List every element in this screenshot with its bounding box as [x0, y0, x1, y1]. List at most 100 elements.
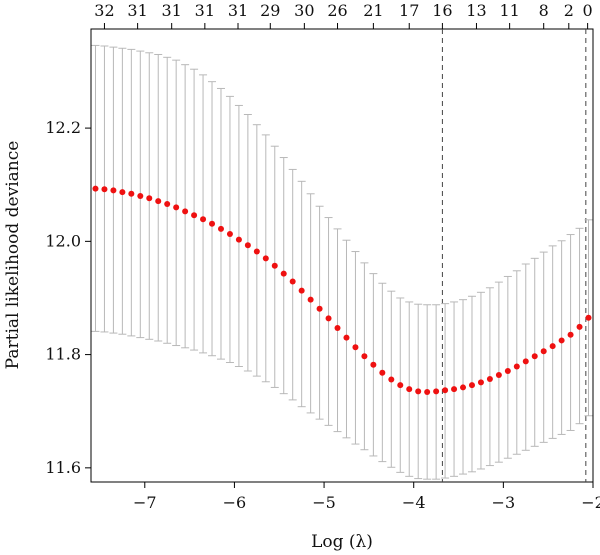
data-point-33 [388, 376, 395, 383]
data-point-42 [468, 382, 475, 389]
x-axis-title: Log (λ) [311, 532, 373, 552]
data-point-29 [352, 344, 359, 351]
top-tick-label-10: 16 [432, 1, 452, 20]
error-bar-46 [503, 275, 512, 459]
top-tick-label-8: 21 [363, 1, 383, 20]
data-point-44 [486, 375, 493, 382]
data-point-26 [325, 315, 332, 322]
top-tick-label-15: 0 [583, 1, 593, 20]
error-bars [91, 44, 593, 480]
data-point-43 [477, 379, 484, 386]
error-bar-14 [216, 87, 225, 360]
data-point-16 [235, 236, 242, 243]
data-point-54 [576, 323, 583, 330]
data-point-51 [549, 343, 556, 350]
error-bar-51 [548, 245, 557, 439]
y-axis-title: Partial likelihood deviance [3, 141, 23, 370]
data-point-34 [397, 382, 404, 389]
data-point-30 [361, 353, 368, 360]
data-point-40 [451, 386, 458, 393]
data-point-23 [298, 287, 305, 294]
data-point-4 [128, 190, 135, 197]
data-point-15 [226, 230, 233, 237]
top-tick-label-6: 30 [294, 1, 314, 20]
data-point-13 [209, 220, 216, 227]
top-tick-label-9: 17 [399, 1, 419, 20]
data-point-20 [271, 262, 278, 269]
data-point-3 [119, 189, 126, 196]
top-tick-label-13: 8 [539, 1, 549, 20]
error-bar-10 [181, 64, 190, 349]
error-bar-25 [315, 205, 324, 420]
x-tick-label-0: −7 [133, 493, 157, 512]
top-tick-label-11: 13 [466, 1, 486, 20]
data-point-45 [495, 371, 502, 378]
top-tick-label-0: 32 [94, 1, 114, 20]
top-tick-label-12: 11 [499, 1, 519, 20]
data-point-47 [513, 363, 520, 370]
data-point-55 [585, 314, 592, 321]
data-point-31 [370, 361, 377, 368]
data-point-8 [164, 200, 171, 207]
error-bar-11 [190, 68, 199, 351]
top-tick-label-1: 31 [127, 1, 147, 20]
data-point-17 [244, 242, 251, 249]
y-tick-label-2: 12.0 [45, 231, 81, 250]
y-tick-label-3: 12.2 [45, 118, 81, 137]
data-point-6 [146, 195, 153, 202]
error-bar-50 [539, 251, 548, 443]
data-point-53 [567, 331, 574, 338]
data-point-2 [110, 187, 117, 194]
error-bar-7 [154, 53, 163, 342]
top-tick-label-14: 2 [564, 1, 574, 20]
data-point-19 [262, 255, 269, 262]
data-point-48 [522, 358, 529, 365]
data-point-12 [200, 216, 207, 223]
data-point-50 [540, 348, 547, 355]
error-bar-47 [512, 270, 521, 455]
data-point-0 [92, 185, 99, 192]
top-axis: 32 31 31 31 31 29 30 26 21 17 16 13 11 8 2 0 [94, 1, 593, 29]
data-point-18 [253, 248, 260, 255]
error-bar-9 [172, 59, 181, 347]
error-bar-49 [530, 257, 539, 447]
plot-frame [90, 28, 594, 483]
top-tick-label-4: 31 [228, 1, 248, 20]
error-bar-23 [297, 180, 306, 408]
data-point-22 [289, 278, 296, 285]
data-points [92, 185, 592, 395]
x-axis: −7 −6 −5 −4 −3 −2 [133, 482, 600, 512]
data-point-14 [217, 225, 224, 232]
data-point-24 [307, 296, 314, 303]
data-point-11 [191, 212, 198, 219]
data-point-9 [173, 204, 180, 211]
data-point-37 [424, 388, 431, 395]
data-point-10 [182, 208, 189, 215]
data-point-41 [460, 384, 467, 391]
error-bar-13 [208, 81, 217, 357]
top-tick-label-7: 26 [327, 1, 347, 20]
x-tick-label-1: −6 [223, 493, 247, 512]
data-point-49 [531, 353, 538, 360]
data-point-5 [137, 193, 144, 200]
top-tick-label-5: 29 [260, 1, 280, 20]
y-tick-label-0: 11.6 [45, 458, 81, 477]
data-point-52 [558, 337, 565, 344]
data-point-1 [101, 186, 108, 193]
x-tick-label-5: −2 [581, 493, 600, 512]
error-bar-12 [199, 74, 208, 354]
data-point-46 [504, 368, 511, 375]
error-bar-24 [306, 193, 315, 414]
data-point-28 [343, 334, 350, 341]
top-tick-label-2: 31 [161, 1, 181, 20]
data-point-25 [316, 305, 323, 312]
error-bar-15 [225, 95, 234, 364]
x-tick-label-4: −3 [492, 493, 516, 512]
data-point-35 [406, 386, 413, 393]
data-point-7 [155, 198, 162, 205]
data-point-27 [334, 324, 341, 331]
data-point-39 [442, 387, 449, 394]
x-tick-label-2: −5 [312, 493, 336, 512]
top-tick-label-3: 31 [195, 1, 215, 20]
